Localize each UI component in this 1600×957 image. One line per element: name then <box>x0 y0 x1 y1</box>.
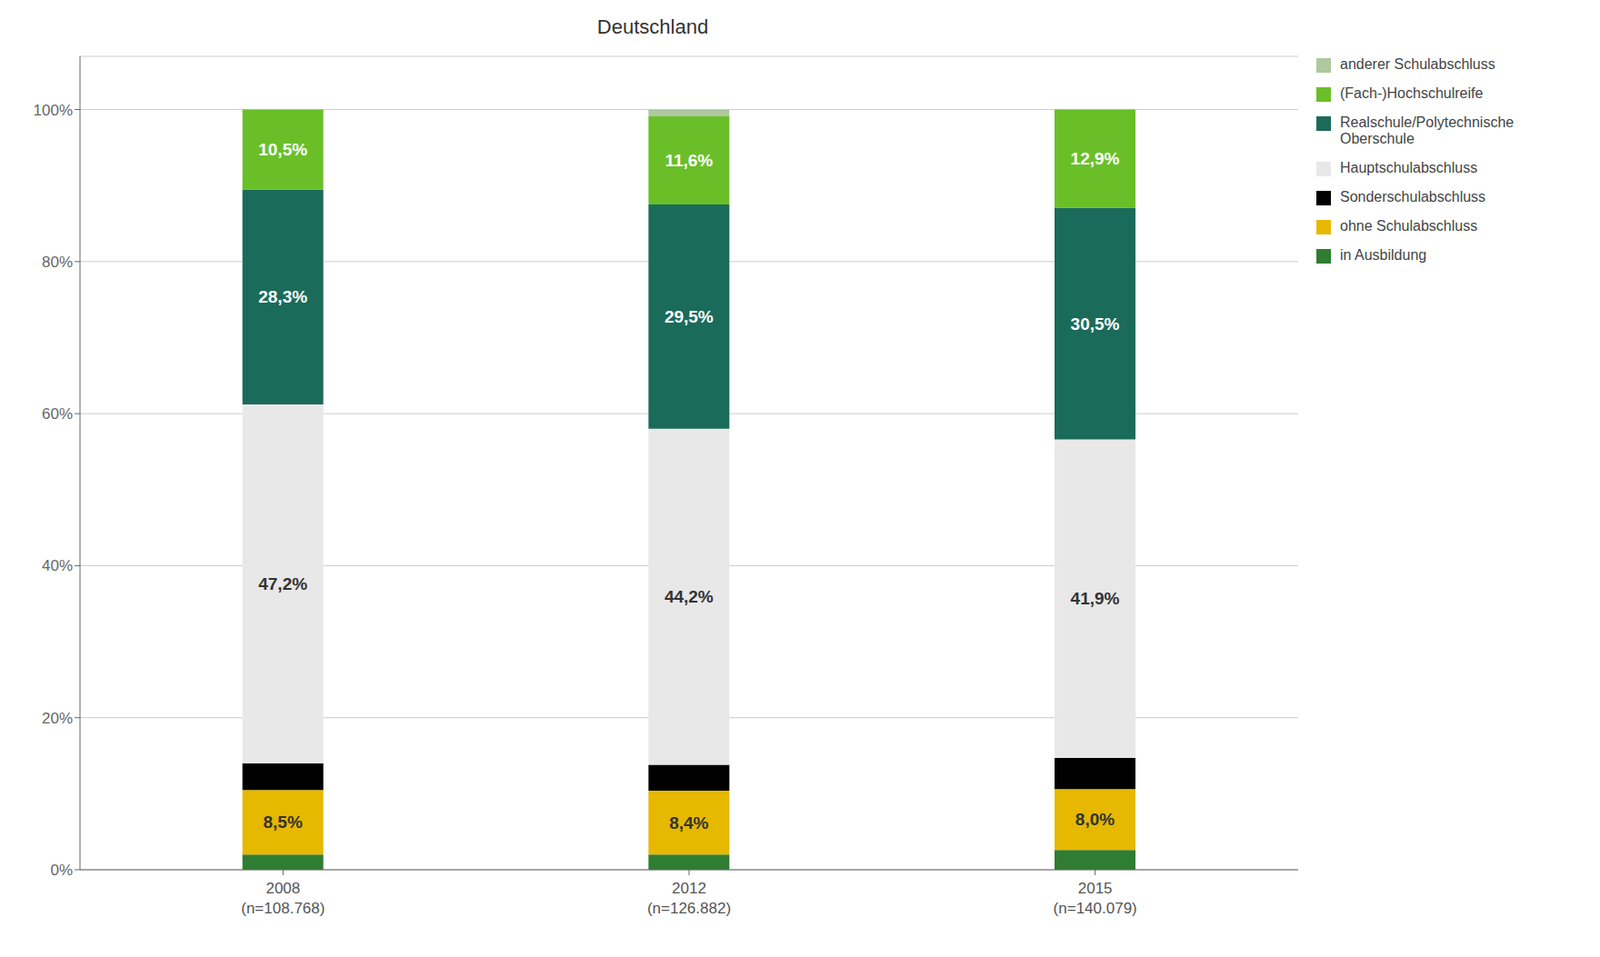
svg-text:11,6%: 11,6% <box>664 150 713 170</box>
svg-text:29,5%: 29,5% <box>664 307 714 327</box>
svg-text:41,9%: 41,9% <box>1070 589 1120 609</box>
svg-text:8,5%: 8,5% <box>263 812 303 832</box>
html-text:Realschule/Polytechnische: Realschule/Polytechnische <box>1340 114 1514 130</box>
svg-text:44,2%: 44,2% <box>664 587 714 607</box>
svg-text:47,2%: 47,2% <box>258 574 308 594</box>
svg-text:2012(n=126.882): 2012(n=126.882) <box>647 880 731 918</box>
html-text:Deutschland: Deutschland <box>597 15 709 39</box>
svg-text:100%: 100% <box>33 101 73 120</box>
svg-text:8,0%: 8,0% <box>1075 810 1115 830</box>
svg-text:80%: 80% <box>41 253 73 271</box>
html-text:ohne Schulabschluss: ohne Schulabschluss <box>1340 218 1478 234</box>
svg-text:28,3%: 28,3% <box>258 287 308 307</box>
svg-text:8,4%: 8,4% <box>669 813 709 833</box>
svg-text:12,9%: 12,9% <box>1070 149 1120 169</box>
svg-text:0%: 0% <box>50 861 73 880</box>
html-text:in Ausbildung: in Ausbildung <box>1340 247 1427 263</box>
svg-text:2008(n=108.768): 2008(n=108.768) <box>240 880 325 918</box>
svg-text:20%: 20% <box>41 710 73 728</box>
html-text:(Fach-)Hochschulreife: (Fach-)Hochschulreife <box>1340 85 1484 101</box>
html-text:anderer Schulabschluss: anderer Schulabschluss <box>1340 56 1496 72</box>
html-text:Hauptschulabschluss: Hauptschulabschluss <box>1340 160 1478 176</box>
svg-text:10,5%: 10,5% <box>258 140 308 160</box>
svg-text:30,5%: 30,5% <box>1070 314 1120 334</box>
svg-text:60%: 60% <box>41 405 73 423</box>
html-text:Oberschule: Oberschule <box>1340 130 1415 147</box>
svg-text:40%: 40% <box>41 557 73 575</box>
html-text:Sonderschulabschluss: Sonderschulabschluss <box>1340 189 1486 205</box>
svg-text:2015(n=140.079): 2015(n=140.079) <box>1053 880 1138 918</box>
